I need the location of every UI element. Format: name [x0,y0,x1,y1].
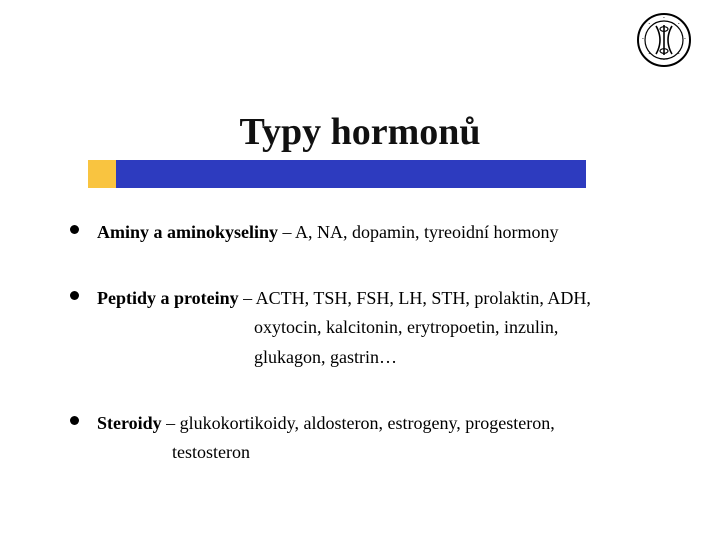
list-item-text: Peptidy a proteiny – ACTH, TSH, FSH, LH,… [97,284,591,373]
item-rest: – A, NA, dopamin, tyreoidní hormony [278,222,558,242]
item-bold: Steroidy [97,413,162,433]
slide-title-wrap: Typy hormonů [0,110,720,154]
list-item-text: Steroidy – glukokortikoidy, aldosteron, … [97,409,555,468]
underline-yellow-stub [88,160,116,188]
svg-text:•: • [648,21,650,26]
item-rest: – ACTH, TSH, FSH, LH, STH, prolaktin, AD… [239,288,591,308]
item-continuation: glukagon, gastrin… [254,343,591,373]
list-item: Aminy a aminokyseliny – A, NA, dopamin, … [70,218,680,248]
slide-title: Typy hormonů [239,110,480,154]
item-rest: – glukokortikoidy, aldosteron, estrogeny… [162,413,555,433]
university-seal-logo: • • • • • • • • [636,12,692,68]
list-item: Steroidy – glukokortikoidy, aldosteron, … [70,409,680,468]
bullet-dot-icon [70,225,79,234]
underline-blue-bar [116,160,586,188]
item-continuation: testosteron [172,438,555,468]
item-bold: Peptidy a proteiny [97,288,239,308]
bullet-dot-icon [70,291,79,300]
item-bold: Aminy a aminokyseliny [97,222,278,242]
bullet-dot-icon [70,416,79,425]
list-item-text: Aminy a aminokyseliny – A, NA, dopamin, … [97,218,559,248]
svg-text:•: • [678,21,680,26]
item-continuation: oxytocin, kalcitonin, erytropoetin, inzu… [254,313,591,343]
svg-text:•: • [663,15,665,20]
list-item: Peptidy a proteiny – ACTH, TSH, FSH, LH,… [70,284,680,373]
content-area: Aminy a aminokyseliny – A, NA, dopamin, … [70,218,680,504]
svg-text:•: • [684,36,686,41]
svg-text:•: • [642,36,644,41]
